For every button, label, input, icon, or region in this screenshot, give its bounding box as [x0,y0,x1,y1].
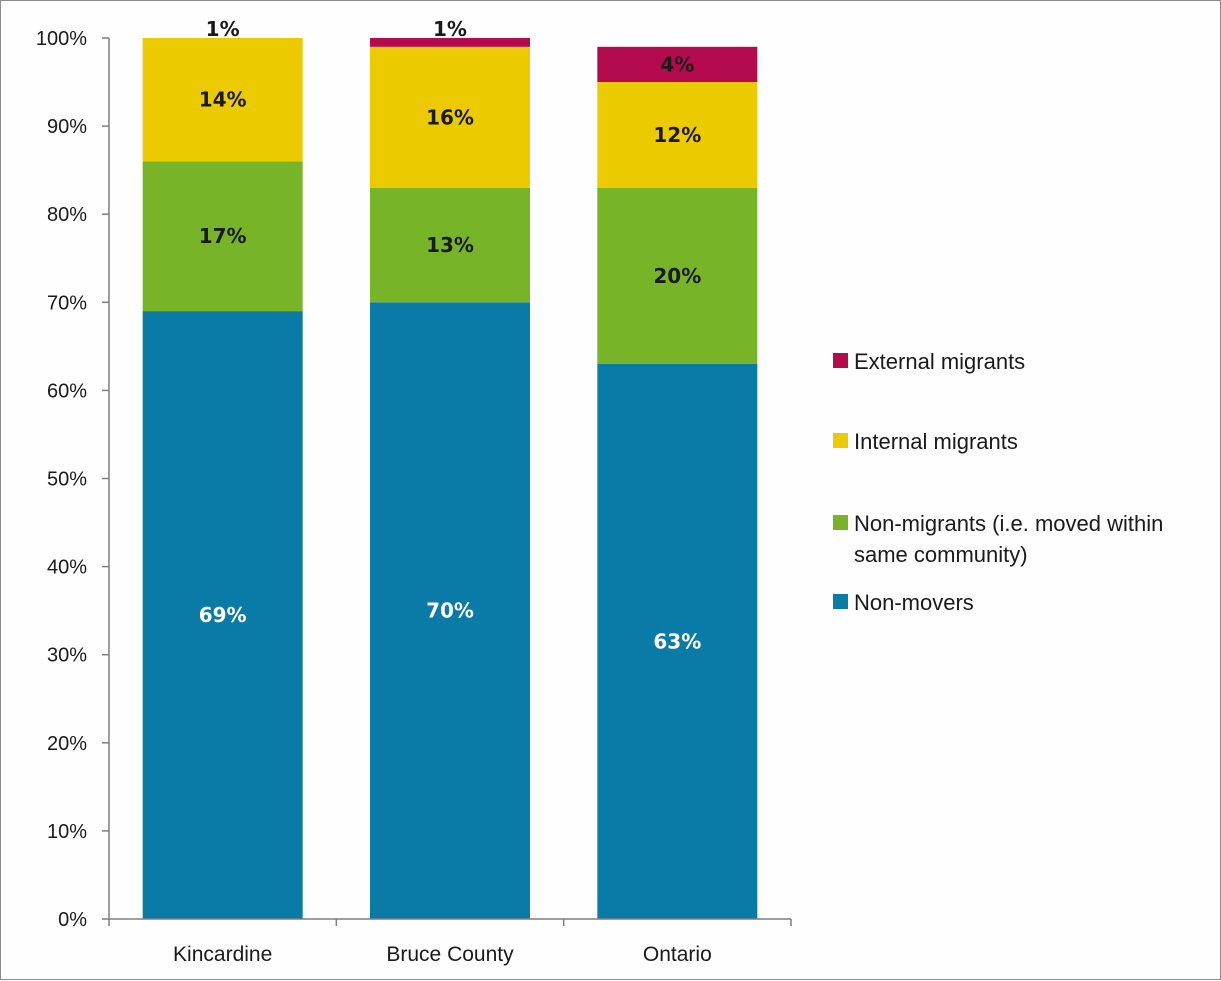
bar-non-migrants-i-e-moved-within-same-community-bruce-county [370,187,530,303]
bar-internal-migrants-kincardine [142,38,303,162]
x-labels-group: Kincardine Bruce County Ontario [173,943,712,966]
legend-item-non-migrants-i-e-moved-within-same-community: Non-migrants (i.e. moved within same comm… [833,511,1163,567]
legend-label: Internal migrants [854,429,1018,454]
data-label-non-migrants-i-e-moved-within-same-community-kincardine: 17% [199,224,247,248]
y-tick-label: 40% [47,557,87,579]
data-label-non-movers-kincardine: 69% [199,603,247,627]
legend-label: Non-migrants (i.e. moved within [854,511,1163,536]
legend-label: Non-movers [854,590,974,615]
y-tick-label: 20% [47,733,87,755]
bar-external-migrants-bruce-county [370,38,530,47]
data-label-non-movers-bruce-county: 70% [426,599,474,623]
bar-non-movers-bruce-county [370,302,530,919]
bar-internal-migrants-ontario [597,82,758,188]
legend-swatch [833,515,848,530]
data-label-non-migrants-i-e-moved-within-same-community-bruce-county: 13% [426,233,474,257]
y-tick-label: 10% [47,821,87,843]
legend-item-internal-migrants: Internal migrants [833,429,1018,454]
y-tick-label: 30% [47,645,87,667]
y-tick-label: 100% [36,28,87,50]
y-tick-label: 80% [47,204,87,226]
bar-external-migrants-ontario [597,46,758,83]
legend-label: External migrants [854,349,1025,374]
bar-non-movers-ontario [597,363,758,920]
data-label-non-movers-ontario: 63% [653,629,701,653]
bar-non-movers-kincardine [142,311,303,919]
x-category-label: Kincardine [173,943,272,966]
data-label-non-migrants-i-e-moved-within-same-community-ontario: 20% [653,264,701,288]
bars-group [142,38,758,920]
y-tick-label: 60% [47,380,87,402]
data-labels-group: 69% 17% 14% 1% 70% 13% 16% 1% 63% 20% 12% 4% [199,17,702,653]
legend-swatch [833,433,848,448]
data-label-external-migrants-ontario: 4% [660,52,694,76]
bar-internal-migrants-bruce-county [370,46,530,188]
x-category-label: Bruce County [386,943,514,966]
legend-label: same community) [854,542,1028,567]
data-label-internal-migrants-kincardine: 14% [199,88,247,112]
x-category-label: Ontario [643,943,712,966]
y-tick-label: 0% [58,909,87,931]
y-tick-label: 70% [47,292,87,314]
legend-item-non-movers: Non-movers [833,590,974,615]
data-label-internal-migrants-bruce-county: 16% [426,105,474,129]
y-tick-label: 90% [47,116,87,138]
bar-non-migrants-i-e-moved-within-same-community-ontario [597,187,758,364]
legend-swatch [833,353,848,368]
data-label-external-migrants-kincardine: 1% [206,17,240,41]
legend-swatch [833,594,848,609]
bar-non-migrants-i-e-moved-within-same-community-kincardine [142,161,303,312]
y-ticks-group: 0% 10% 20% 30% 40% 50% 60% 70% 80% 90% 100% [36,28,792,931]
data-label-internal-migrants-ontario: 12% [653,123,701,147]
data-label-external-migrants-bruce-county: 1% [433,17,467,41]
legend-item-external-migrants: External migrants [833,349,1025,374]
y-tick-label: 50% [47,469,87,491]
legend: External migrants Internal migrants Non-mi… [833,349,1163,615]
